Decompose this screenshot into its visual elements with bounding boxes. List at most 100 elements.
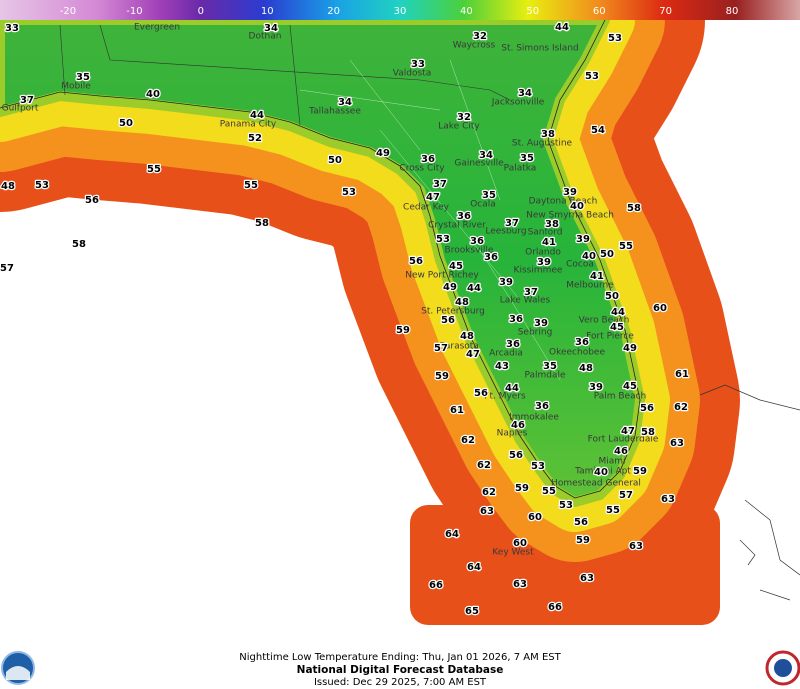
- temperature-label: 38: [541, 129, 555, 140]
- temperature-label: 58: [72, 239, 86, 250]
- temperature-label: 49: [443, 282, 457, 293]
- temperature-label: 45: [610, 322, 624, 333]
- temperature-label: 66: [429, 580, 443, 591]
- temperature-label: 36: [535, 401, 549, 412]
- temperature-label: 60: [653, 303, 667, 314]
- city-label: Crystal River: [428, 221, 486, 231]
- temperature-label: 53: [608, 33, 622, 44]
- city-label: Lake Wales: [500, 296, 551, 306]
- city-label: Cedar Key: [403, 203, 450, 213]
- temperature-field: [0, 20, 800, 625]
- temperature-label: 37: [524, 287, 538, 298]
- temperature-label: 34: [479, 150, 493, 161]
- temperature-label: 58: [255, 218, 269, 229]
- temperature-label: 62: [674, 402, 688, 413]
- temperature-label: 34: [264, 23, 278, 34]
- temperature-label: 66: [548, 602, 562, 613]
- temperature-label: 56: [509, 450, 523, 461]
- temperature-label: 53: [342, 187, 356, 198]
- city-label: Naples: [497, 429, 528, 439]
- city-label: Melbourne: [566, 281, 614, 291]
- city-label: Ft. Myers: [484, 392, 526, 402]
- temperature-label: 45: [449, 261, 463, 272]
- caribbean-outline: [699, 384, 800, 601]
- temperature-label: 46: [614, 446, 628, 457]
- city-label: Kissimmee: [514, 266, 563, 276]
- temperature-label: 39: [534, 318, 548, 329]
- temperature-label: 47: [426, 192, 440, 203]
- city-label: Fort Lauderdale: [588, 435, 659, 445]
- temperature-label: 63: [661, 494, 675, 505]
- temperature-label: 39: [537, 257, 551, 268]
- scale-tick-label: 30: [394, 6, 407, 17]
- temperature-label: 35: [482, 190, 496, 201]
- city-label: Brooksville: [445, 246, 494, 256]
- city-label: Cocoa: [566, 260, 594, 270]
- temperature-label: 52: [248, 133, 262, 144]
- city-label: Tamiami Apt: [574, 467, 631, 477]
- temperature-label: 56: [474, 388, 488, 399]
- city-label: Immokalee: [509, 413, 559, 423]
- footer-title: National Digital Forecast Database: [297, 664, 504, 676]
- temperature-label: 63: [670, 438, 684, 449]
- temperature-label: 50: [600, 249, 614, 260]
- temperature-label: 44: [611, 307, 625, 318]
- city-label: Fort Pierce: [586, 332, 634, 342]
- temperature-label: 55: [147, 164, 161, 175]
- temperature-label: 34: [518, 88, 532, 99]
- city-label: Jacksonville: [491, 98, 545, 108]
- temperature-label: 61: [675, 369, 689, 380]
- temperature-label: 49: [376, 148, 390, 159]
- scale-tick-label: 40: [460, 6, 473, 17]
- temperature-label: 40: [582, 251, 596, 262]
- temperature-label: 53: [531, 461, 545, 472]
- temperature-label: 36: [484, 252, 498, 263]
- temperature-label: 43: [495, 361, 509, 372]
- city-label: St. Petersburg: [421, 307, 485, 317]
- temperature-label: 39: [499, 277, 513, 288]
- scale-tick-label: 70: [659, 6, 672, 17]
- temperature-label: 62: [461, 435, 475, 446]
- temperature-label: 50: [119, 118, 133, 129]
- temperature-label: 56: [85, 195, 99, 206]
- noaa-logo-wave: [6, 666, 30, 680]
- city-label: Key West: [492, 548, 534, 558]
- temperature-label: 64: [467, 562, 481, 573]
- temperature-label: 32: [457, 112, 471, 123]
- temperature-label: 63: [513, 579, 527, 590]
- scale-tick-label: 50: [526, 6, 539, 17]
- city-label: Panama City: [220, 120, 277, 130]
- city-label: Palatka: [504, 164, 537, 174]
- temperature-label: 32: [473, 31, 487, 42]
- temperature-label: 47: [621, 426, 635, 437]
- city-label: Tallahassee: [308, 107, 361, 117]
- temperature-label: 48: [1, 181, 15, 192]
- temperature-label: 59: [396, 325, 410, 336]
- temperature-label: 39: [589, 382, 603, 393]
- scale-tick-label: 0: [198, 6, 204, 17]
- city-label: Arcadia: [489, 349, 523, 359]
- state-border: [59, 24, 511, 126]
- temperature-label: 48: [579, 363, 593, 374]
- temperature-label: 37: [433, 179, 447, 190]
- temperature-label: 40: [146, 89, 160, 100]
- temperature-label: 40: [570, 201, 584, 212]
- temperature-label: 53: [585, 71, 599, 82]
- temperature-label: 53: [436, 234, 450, 245]
- city-label: Waycross: [453, 41, 496, 51]
- scale-tick-label: 20: [327, 6, 340, 17]
- temperature-label: 56: [441, 315, 455, 326]
- temperature-label: 46: [511, 420, 525, 431]
- scale-tick-label: -10: [126, 6, 142, 17]
- city-label: Cross City: [399, 164, 445, 174]
- city-label: Palm Beach: [594, 392, 647, 402]
- temperature-label: 62: [482, 487, 496, 498]
- temperature-label: 48: [455, 297, 469, 308]
- temperature-label: 35: [76, 72, 90, 83]
- city-label: New Port Richey: [405, 271, 479, 281]
- city-label: Ocala: [470, 200, 496, 210]
- temperature-label: 41: [590, 271, 604, 282]
- temperature-label: 35: [543, 361, 557, 372]
- temperature-label: 55: [619, 241, 633, 252]
- city-label: Homestead General: [551, 479, 641, 489]
